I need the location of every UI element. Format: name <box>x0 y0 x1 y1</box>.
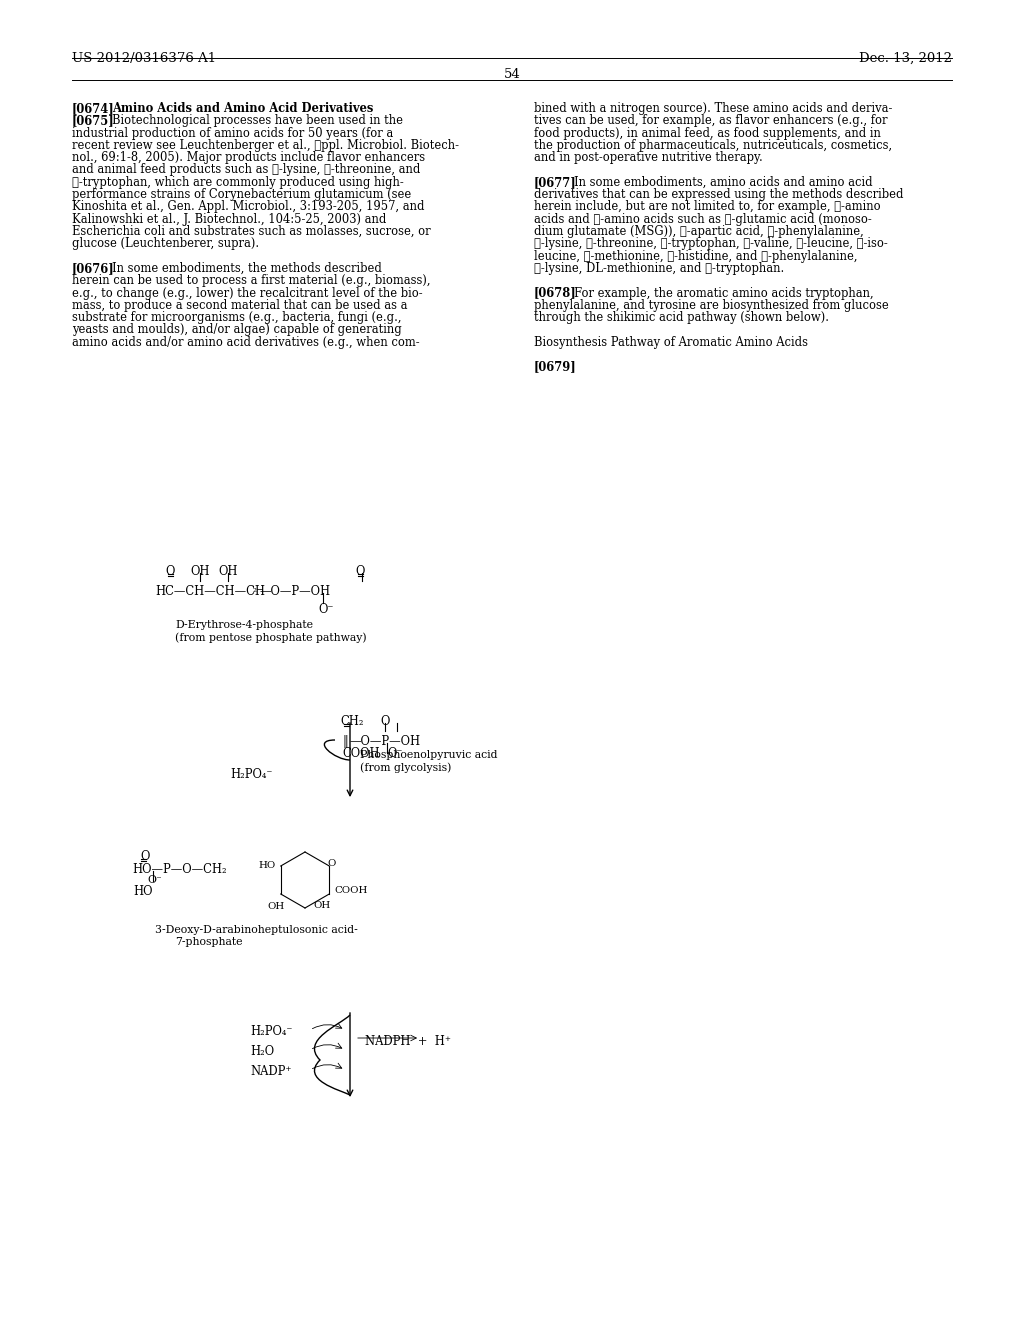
Text: food products), in animal feed, as food supplements, and in: food products), in animal feed, as food … <box>534 127 881 140</box>
Text: US 2012/0316376 A1: US 2012/0316376 A1 <box>72 51 216 65</box>
Text: herein include, but are not limited to, for example, ℓ-amino: herein include, but are not limited to, … <box>534 201 881 214</box>
Text: 3-Deoxy-D-arabinoheptulosonic acid-: 3-Deoxy-D-arabinoheptulosonic acid- <box>155 925 357 935</box>
Text: O: O <box>355 565 365 578</box>
Text: —O—P—OH: —O—P—OH <box>350 735 421 748</box>
Text: Phosphoenolpyruvic acid: Phosphoenolpyruvic acid <box>360 750 498 760</box>
Text: Biotechnological processes have been used in the: Biotechnological processes have been use… <box>112 115 403 127</box>
Text: O: O <box>327 858 336 867</box>
Text: D-Erythrose-4-phosphate: D-Erythrose-4-phosphate <box>175 620 313 630</box>
Text: O⁻: O⁻ <box>318 603 334 616</box>
Text: ₂: ₂ <box>253 585 257 594</box>
Text: phenylalanine, and tyrosine are biosynthesized from glucose: phenylalanine, and tyrosine are biosynth… <box>534 298 889 312</box>
Text: NADP⁺: NADP⁺ <box>250 1065 292 1078</box>
Text: H₂PO₄⁻: H₂PO₄⁻ <box>250 1026 293 1038</box>
Text: Amino Acids and Amino Acid Derivatives: Amino Acids and Amino Acid Derivatives <box>112 102 374 115</box>
Text: ‖: ‖ <box>342 735 348 748</box>
Text: In some embodiments, the methods described: In some embodiments, the methods describ… <box>112 261 382 275</box>
Text: (from pentose phosphate pathway): (from pentose phosphate pathway) <box>175 632 367 643</box>
Text: [0675]: [0675] <box>72 115 115 127</box>
Text: [0677]: [0677] <box>534 176 577 189</box>
Text: mass, to produce a second material that can be used as a: mass, to produce a second material that … <box>72 298 408 312</box>
Text: Biosynthesis Pathway of Aromatic Amino Acids: Biosynthesis Pathway of Aromatic Amino A… <box>534 335 808 348</box>
Text: H₂PO₄⁻: H₂PO₄⁻ <box>230 768 272 781</box>
Text: NADPH  +  H⁺: NADPH + H⁺ <box>365 1035 451 1048</box>
Text: ℓ-lysine, ℓ-threonine, ℓ-tryptophan, ℓ-valine, ℓ-leucine, ℓ-iso-: ℓ-lysine, ℓ-threonine, ℓ-tryptophan, ℓ-v… <box>534 238 888 251</box>
Text: performance strains of Corynebacterium glutamicum (see: performance strains of Corynebacterium g… <box>72 189 412 201</box>
Text: amino acids and/or amino acid derivatives (e.g., when com-: amino acids and/or amino acid derivative… <box>72 335 420 348</box>
Text: O⁻: O⁻ <box>147 875 162 884</box>
Text: O: O <box>380 715 390 729</box>
Text: 54: 54 <box>504 69 520 81</box>
Text: recent review see Leuchtenberger et al., ⻺ppl. Microbiol. Biotech-: recent review see Leuchtenberger et al.,… <box>72 139 459 152</box>
Text: glucose (Leuchtenberer, supra).: glucose (Leuchtenberer, supra). <box>72 238 259 251</box>
Text: industrial production of amino acids for 50 years (for a: industrial production of amino acids for… <box>72 127 393 140</box>
Text: tives can be used, for example, as flavor enhancers (e.g., for: tives can be used, for example, as flavo… <box>534 115 888 127</box>
Text: [0674]: [0674] <box>72 102 115 115</box>
Text: Kinoshita et al., Gen. Appl. Microbiol., 3:193-205, 1957, and: Kinoshita et al., Gen. Appl. Microbiol.,… <box>72 201 425 214</box>
Text: 7-phosphate: 7-phosphate <box>175 937 243 946</box>
Text: Dec. 13, 2012: Dec. 13, 2012 <box>859 51 952 65</box>
Text: HO: HO <box>133 884 153 898</box>
Text: nol., 69:1-8, 2005). Major products include flavor enhancers: nol., 69:1-8, 2005). Major products incl… <box>72 152 425 164</box>
Text: and in post-operative nutritive therapy.: and in post-operative nutritive therapy. <box>534 152 763 164</box>
Text: ℓ-tryptophan, which are commonly produced using high-: ℓ-tryptophan, which are commonly produce… <box>72 176 403 189</box>
Text: H₂O: H₂O <box>250 1045 274 1059</box>
Text: O: O <box>165 565 175 578</box>
Text: derivatives that can be expressed using the methods described: derivatives that can be expressed using … <box>534 189 903 201</box>
Text: acids and ℓ-amino acids such as ℓ-glutamic acid (monoso-: acids and ℓ-amino acids such as ℓ-glutam… <box>534 213 871 226</box>
Text: [0679]: [0679] <box>534 360 577 374</box>
Text: ℓ-lysine, DL-methionine, and ℓ-tryptophan.: ℓ-lysine, DL-methionine, and ℓ-tryptopha… <box>534 261 784 275</box>
Text: OH: OH <box>313 900 331 909</box>
Text: HC—CH—CH—CH: HC—CH—CH—CH <box>155 585 265 598</box>
Text: leucine, ℓ-methionine, ℓ-histidine, and ℓ-phenylalanine,: leucine, ℓ-methionine, ℓ-histidine, and … <box>534 249 857 263</box>
Text: OH: OH <box>218 565 238 578</box>
Text: yeasts and moulds), and/or algae) capable of generating: yeasts and moulds), and/or algae) capabl… <box>72 323 401 337</box>
Text: In some embodiments, amino acids and amino acid: In some embodiments, amino acids and ami… <box>574 176 872 189</box>
Text: substrate for microorganisms (e.g., bacteria, fungi (e.g.,: substrate for microorganisms (e.g., bact… <box>72 312 401 325</box>
Text: HO—P—O—CH₂: HO—P—O—CH₂ <box>132 863 226 876</box>
Text: O: O <box>140 850 150 863</box>
Text: OH: OH <box>267 902 285 911</box>
Text: Escherichia coli and substrates such as molasses, sucrose, or: Escherichia coli and substrates such as … <box>72 224 431 238</box>
Text: COOH: COOH <box>342 747 380 760</box>
Text: [0678]: [0678] <box>534 286 577 300</box>
Text: bined with a nitrogen source). These amino acids and deriva-: bined with a nitrogen source). These ami… <box>534 102 892 115</box>
Text: HO: HO <box>259 862 276 870</box>
Text: the production of pharmaceuticals, nutriceuticals, cosmetics,: the production of pharmaceuticals, nutri… <box>534 139 892 152</box>
Text: herein can be used to process a first material (e.g., biomass),: herein can be used to process a first ma… <box>72 275 430 288</box>
Text: OH: OH <box>190 565 210 578</box>
Text: O⁻: O⁻ <box>387 747 402 760</box>
Text: CH₂: CH₂ <box>340 715 364 729</box>
Text: through the shikimic acid pathway (shown below).: through the shikimic acid pathway (shown… <box>534 312 829 325</box>
Text: COOH: COOH <box>334 886 368 895</box>
Text: —O—P—OH: —O—P—OH <box>260 585 331 598</box>
Text: and animal feed products such as ℓ-lysine, ℓ-threonine, and: and animal feed products such as ℓ-lysin… <box>72 164 421 177</box>
Text: Kalinowshki et al., J. Biotechnol., 104:5-25, 2003) and: Kalinowshki et al., J. Biotechnol., 104:… <box>72 213 386 226</box>
Text: dium glutamate (MSG)), ℓ-apartic acid, ℓ-phenylalanine,: dium glutamate (MSG)), ℓ-apartic acid, ℓ… <box>534 224 864 238</box>
Text: (from glycolysis): (from glycolysis) <box>360 762 452 772</box>
Text: For example, the aromatic amino acids tryptophan,: For example, the aromatic amino acids tr… <box>574 286 873 300</box>
Text: e.g., to change (e.g., lower) the recalcitrant level of the bio-: e.g., to change (e.g., lower) the recalc… <box>72 286 423 300</box>
Text: [0676]: [0676] <box>72 261 115 275</box>
